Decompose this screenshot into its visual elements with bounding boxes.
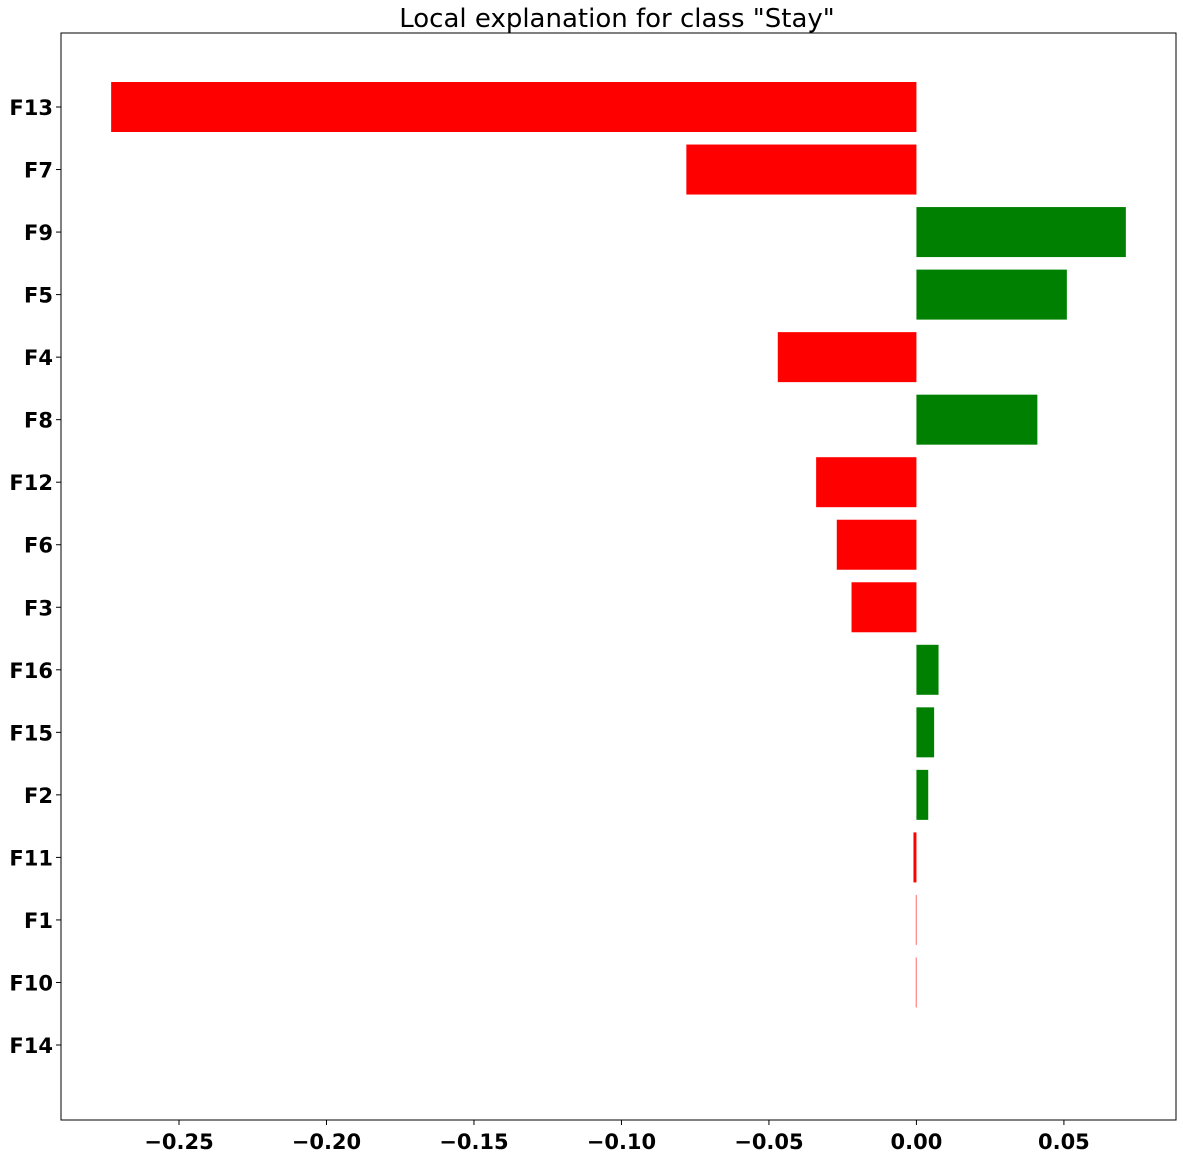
y-tick-label: F2 [24,784,53,808]
bar-f1 [915,894,917,945]
bar-f8 [916,394,1038,445]
y-tick-label: F5 [24,284,53,308]
y-tick-label: F6 [24,534,53,558]
y-tick-label: F10 [9,971,53,995]
bar-f5 [916,269,1067,320]
x-tick-label: 0.00 [891,1130,943,1154]
x-tick-label: −0.25 [144,1130,213,1154]
y-tick-label: F13 [9,96,53,120]
bar-f16 [916,644,939,695]
bar-f12 [816,457,917,508]
y-tick-label: F9 [24,221,53,245]
x-tick-label: −0.15 [439,1130,508,1154]
bar-f6 [836,519,917,570]
bar-f15 [916,707,935,758]
x-tick-label: −0.20 [292,1130,361,1154]
y-tick-label: F3 [24,596,53,620]
y-tick-label: F14 [9,1034,53,1058]
bar-f10 [915,957,917,1008]
y-tick-label: F7 [24,159,53,183]
bar-f7 [686,144,917,195]
y-tick-label: F8 [24,409,53,433]
x-axis-ticks: −0.25 −0.20 −0.15 −0.10 −0.05 0.00 0.05 [144,1120,1090,1154]
bar-f3 [851,582,917,633]
x-tick-label: 0.05 [1038,1130,1090,1154]
x-tick-label: −0.10 [587,1130,656,1154]
bars-group [111,82,1126,1008]
y-axis-ticks: F13 F7 F9 F5 F4 F8 F12 F6 F3 F16 F15 F2 F11 F1 F10 F14 [9,96,61,1058]
y-tick-label: F16 [9,659,53,683]
y-tick-label: F4 [24,346,53,370]
y-tick-label: F15 [9,721,53,745]
x-tick-label: −0.05 [734,1130,803,1154]
y-tick-label: F11 [9,846,53,870]
plot-frame [60,32,1177,1121]
y-tick-label: F12 [9,471,53,495]
y-tick-label: F1 [24,909,53,933]
bar-f2 [916,769,929,820]
bar-f9 [916,207,1126,258]
chart-title: Local explanation for class "Stay" [399,4,834,34]
bar-f4 [777,332,917,383]
bar-f11 [913,832,917,883]
bar-f13 [111,82,917,132]
